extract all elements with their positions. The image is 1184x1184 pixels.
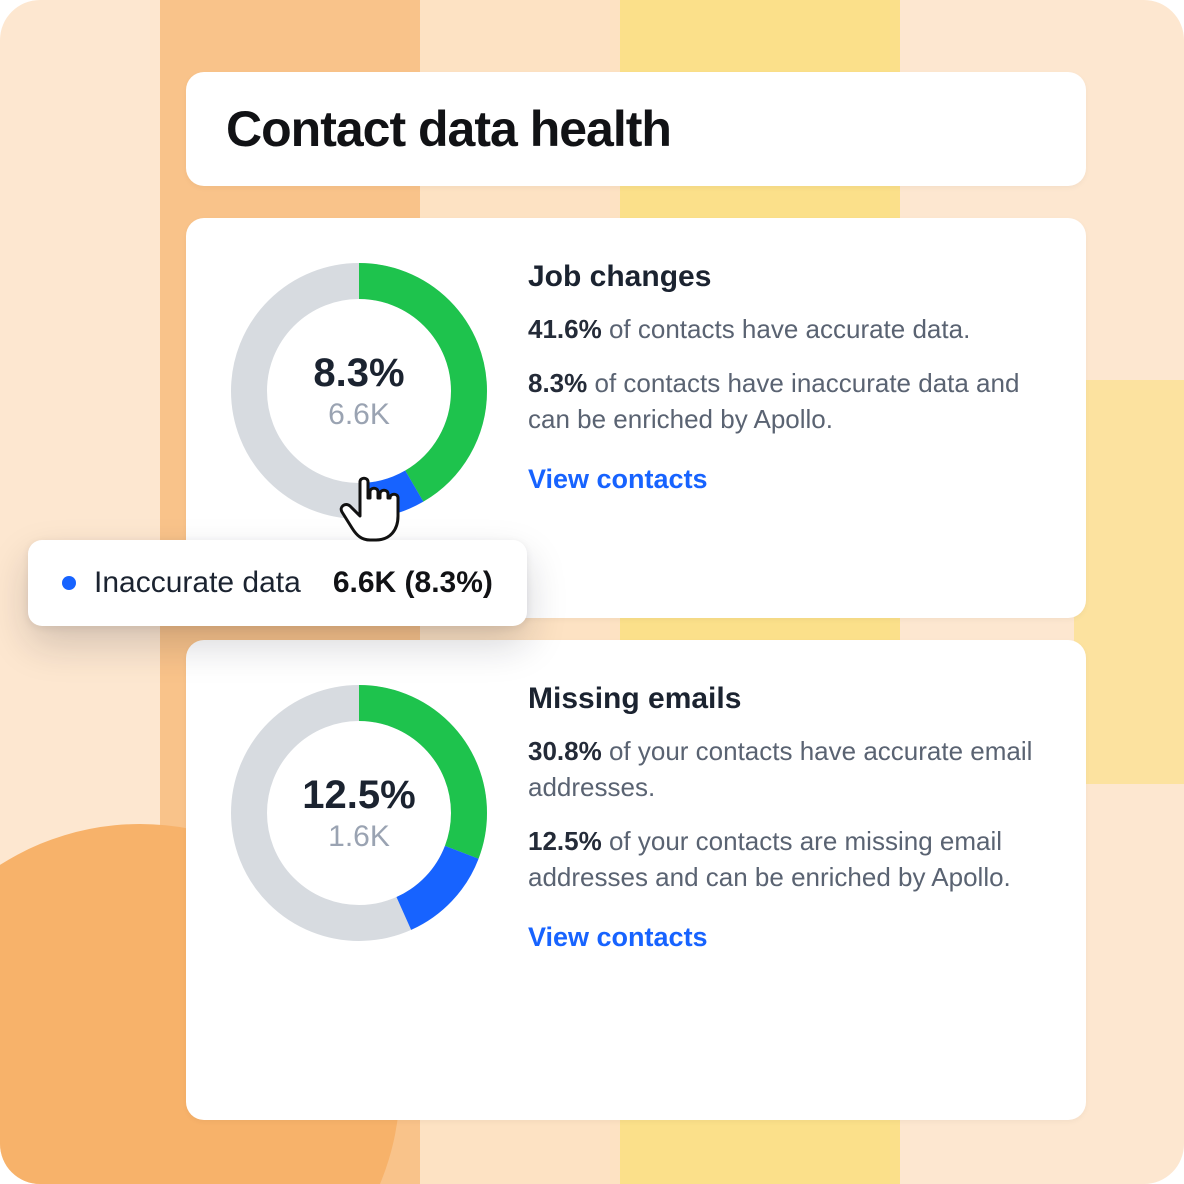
pointer-cursor-icon xyxy=(338,472,402,544)
chart-tooltip: Inaccurate data 6.6K (8.3%) xyxy=(28,540,527,626)
donut-center-count: 6.6K xyxy=(328,398,390,432)
donut-missing-emails[interactable]: 12.5% 1.6K xyxy=(224,678,494,948)
panel-line-2: 8.3% of contacts have inaccurate data an… xyxy=(528,366,1042,438)
page-title: Contact data health xyxy=(226,100,1046,158)
tooltip-label: Inaccurate data xyxy=(94,566,301,600)
panel-heading: Job changes xyxy=(528,260,1042,294)
panel-line-1: 30.8% of your contacts have accurate ema… xyxy=(528,734,1042,806)
panel-heading: Missing emails xyxy=(528,682,1042,716)
panel-line-1: 41.6% of contacts have accurate data. xyxy=(528,312,1042,348)
donut-center-pct: 12.5% xyxy=(302,773,415,818)
tooltip-value: 6.6K (8.3%) xyxy=(333,566,493,600)
tooltip-dot-icon xyxy=(62,576,76,590)
panel-line-2: 12.5% of your contacts are missing email… xyxy=(528,824,1042,896)
donut-center-count: 1.6K xyxy=(328,820,390,854)
panel-missing-emails: 12.5% 1.6K Missing emails 30.8% of your … xyxy=(186,640,1086,1120)
donut-center-pct: 8.3% xyxy=(313,351,404,396)
view-contacts-link[interactable]: View contacts xyxy=(528,464,708,495)
title-card: Contact data health xyxy=(186,72,1086,186)
view-contacts-link[interactable]: View contacts xyxy=(528,922,708,953)
